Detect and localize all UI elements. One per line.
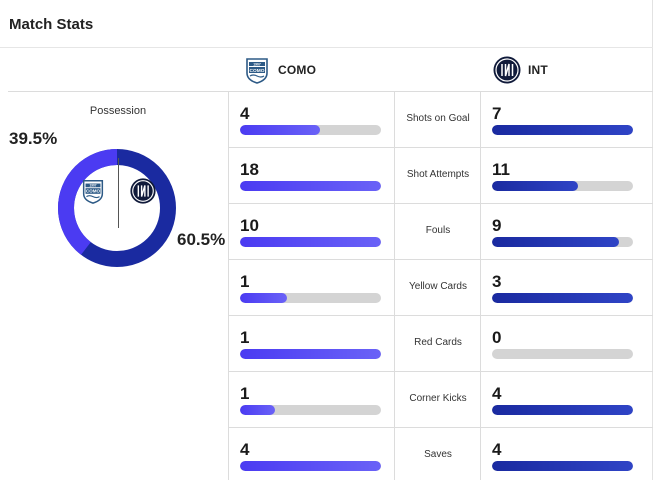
stat-home-value: 1 [240, 272, 250, 291]
donut-divider [118, 158, 119, 228]
stat-home-bar-fill [240, 293, 287, 303]
inter-crest-icon [492, 55, 522, 85]
svg-text:1907: 1907 [89, 184, 96, 188]
stat-label: Fouls [425, 225, 451, 236]
stat-label: Yellow Cards [409, 281, 467, 292]
stat-home-bar [240, 293, 381, 303]
stat-label: Corner Kicks [409, 393, 467, 404]
team-home-name: COMO [278, 63, 317, 77]
stat-label: Red Cards [414, 337, 462, 348]
stat-away-bar-fill [492, 293, 633, 303]
stat-away-bar [492, 405, 633, 415]
crest-year: 1907 [253, 62, 261, 66]
stat-row: 1 Yellow Cards 3 [229, 260, 653, 316]
stat-away-cell: 0 [481, 316, 653, 372]
stat-away-cell: 9 [481, 204, 653, 260]
stat-away-bar [492, 349, 633, 359]
stat-home-value: 4 [240, 104, 250, 123]
stat-away-bar-fill [492, 181, 578, 191]
stat-away-value: 7 [492, 104, 502, 123]
team-home[interactable]: 1907 COMO COMO [242, 56, 316, 84]
stat-label-cell: Corner Kicks [395, 372, 481, 428]
stat-home-bar-fill [240, 181, 381, 191]
stat-row: 1 Red Cards 0 [229, 316, 653, 372]
stat-home-bar [240, 181, 381, 191]
stat-home-bar [240, 405, 381, 415]
donut-home-segment [58, 149, 176, 267]
stat-label-cell: Red Cards [395, 316, 481, 372]
stat-row: 4 Shots on Goal 7 [229, 92, 653, 148]
como-crest-icon: 1907 COMO [79, 177, 107, 210]
stat-away-value: 0 [492, 328, 502, 347]
stat-label-cell: Shots on Goal [395, 92, 481, 148]
stat-row: 4 Saves 4 [229, 428, 653, 480]
possession-title: Possession [89, 105, 147, 117]
stat-home-value: 4 [240, 440, 250, 459]
stat-home-bar [240, 349, 381, 359]
stat-away-cell: 7 [481, 92, 653, 148]
page-title: Match Stats [9, 16, 94, 33]
stat-home-value: 10 [240, 216, 259, 235]
team-away[interactable]: INT [492, 56, 548, 84]
stat-home-cell: 4 [229, 92, 395, 148]
stat-home-cell: 10 [229, 204, 395, 260]
stat-home-cell: 18 [229, 148, 395, 204]
stat-away-bar [492, 237, 633, 247]
stat-row: 10 Fouls 9 [229, 204, 653, 260]
stat-away-value: 4 [492, 440, 502, 459]
stat-away-cell: 3 [481, 260, 653, 316]
stat-home-bar [240, 461, 381, 471]
stat-label: Saves [424, 449, 452, 460]
stat-away-cell: 11 [481, 148, 653, 204]
possession-home-value: 39.5% [9, 129, 58, 148]
stat-label: Shot Attempts [406, 169, 470, 180]
team-away-name: INT [528, 63, 548, 77]
stat-away-bar [492, 181, 633, 191]
stat-home-cell: 1 [229, 316, 395, 372]
stat-home-bar-fill [240, 237, 381, 247]
stat-row: 1 Corner Kicks 4 [229, 372, 653, 428]
stat-home-cell: 1 [229, 372, 395, 428]
stat-away-bar-fill [492, 125, 633, 135]
crest-name: COMO [250, 68, 265, 74]
stat-away-value: 4 [492, 384, 502, 403]
stat-home-cell: 1 [229, 260, 395, 316]
stat-label-cell: Shot Attempts [395, 148, 481, 204]
stat-away-bar [492, 461, 633, 471]
stat-home-cell: 4 [229, 428, 395, 480]
como-crest-icon: 1907 COMO [242, 55, 272, 85]
possession-away-value: 60.5% [177, 230, 226, 249]
stat-home-value: 1 [240, 384, 250, 403]
stat-label-cell: Saves [395, 428, 481, 480]
inter-crest-icon [129, 177, 157, 210]
stat-label-cell: Yellow Cards [395, 260, 481, 316]
stat-home-bar [240, 125, 381, 135]
stat-home-bar-fill [240, 349, 381, 359]
possession-panel: Possession 39.5% 1907 COMO [0, 92, 229, 480]
stat-away-bar-fill [492, 461, 633, 471]
card-header: Match Stats [0, 0, 653, 48]
stat-home-value: 1 [240, 328, 250, 347]
stat-home-bar-fill [240, 461, 381, 471]
stat-home-bar-fill [240, 125, 321, 135]
svg-text:COMO: COMO [86, 189, 100, 194]
stat-label-cell: Fouls [395, 204, 481, 260]
stat-away-cell: 4 [481, 428, 653, 480]
stat-row: 18 Shot Attempts 11 [229, 148, 653, 204]
stat-away-bar-fill [492, 405, 633, 415]
stat-away-value: 11 [492, 160, 510, 179]
stat-away-bar [492, 293, 633, 303]
stat-away-bar [492, 125, 633, 135]
stat-away-value: 3 [492, 272, 502, 291]
stat-home-bar [240, 237, 381, 247]
stat-home-bar-fill [240, 405, 276, 415]
stat-home-value: 18 [240, 160, 259, 179]
stat-label: Shots on Goal [406, 113, 470, 124]
stat-away-value: 9 [492, 216, 502, 235]
stat-away-bar-fill [492, 237, 619, 247]
possession-donut: 1907 COMO [57, 148, 177, 268]
stat-away-cell: 4 [481, 372, 653, 428]
teams-row: 1907 COMO COMO INT [8, 48, 653, 92]
